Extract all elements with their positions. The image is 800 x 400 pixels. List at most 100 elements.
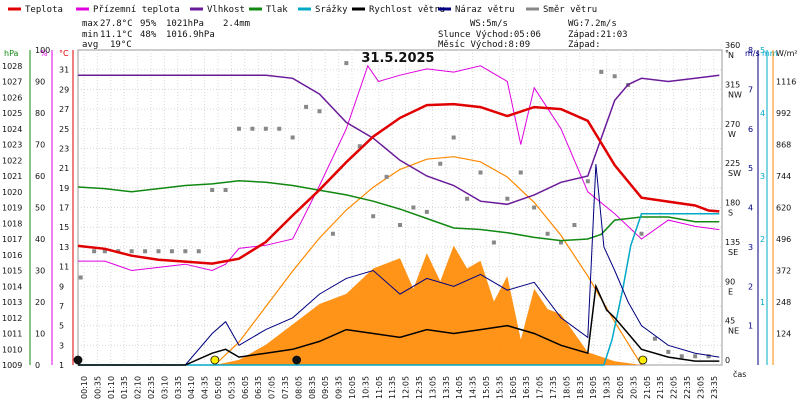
x-tick-label: 00:10: [80, 376, 89, 399]
y-tick-wm2: 744: [776, 172, 791, 181]
y-tick-hpa: 1014: [2, 282, 22, 291]
y-tick-ms: 6: [748, 125, 753, 134]
x-tick-label: 17:35: [549, 376, 558, 399]
legend-label: Náraz větru: [455, 5, 515, 15]
y-tick-hpa: 1024: [2, 125, 22, 134]
stats-block: max 27.8°C 95% 1021hPa 2.4mm min 11.1°C …: [82, 19, 628, 50]
x-tick-label: 16:35: [522, 376, 531, 399]
y-tick-dir: 180: [725, 199, 740, 208]
wind-dir-point: [183, 249, 188, 254]
wind-dir-point: [210, 188, 215, 192]
y-tick-degc: 1: [59, 361, 64, 370]
x-tick-label: 19:05: [589, 376, 598, 399]
wind-dir-point: [532, 205, 537, 210]
wind-dir-point: [411, 205, 416, 210]
y-tick-hpa: 1010: [2, 345, 22, 354]
chart-title: 31.5.2025: [361, 51, 434, 66]
sunrise-marker: [210, 355, 220, 365]
x-tick-label: 08:35: [308, 376, 317, 399]
x-tick-label: 04:35: [201, 376, 210, 399]
wind-dir-point: [465, 196, 470, 201]
x-tick-label: 23:05: [696, 376, 705, 399]
wind-dir-point: [585, 179, 590, 184]
axes: 00:10 00:35 01:10 01:35 02:10 02:35 03:10 03:35…: [2, 41, 798, 399]
wind-dir-point: [559, 240, 563, 245]
wind-dir-point: [478, 170, 483, 175]
y-tick-ms: 2: [748, 282, 753, 291]
wind-dir-point: [196, 249, 201, 254]
y-tick-hpa: 1011: [2, 330, 22, 339]
legend-label: Vlhkost: [207, 5, 245, 15]
stat-avg-label: avg: [82, 40, 98, 50]
wind-dir-point: [223, 188, 228, 192]
stat-max-rain: 2.4mm: [223, 19, 250, 29]
y-tick-pct: 70: [35, 141, 45, 150]
y-tick-dir-label: SE: [728, 248, 738, 257]
x-tick-label: 22:05: [670, 376, 679, 399]
axis-unit-hpa: hPa: [4, 49, 19, 58]
y-tick-hpa: 1009: [2, 361, 22, 370]
wind-dir-point: [679, 354, 684, 359]
axis-unit-degc: °C: [59, 49, 69, 58]
y-tick-degc: 31: [59, 66, 69, 75]
wind-dir-point: [344, 61, 349, 66]
y-tick-wm2: 1116: [776, 78, 796, 87]
wind-dir-point: [505, 196, 510, 201]
x-tick-label: 02:10: [134, 376, 143, 399]
y-tick-wm2: 868: [776, 141, 791, 150]
x-tick-label: 01:35: [120, 376, 129, 399]
y-tick-dir: 360: [725, 41, 740, 50]
y-tick-hpa: 1025: [2, 109, 22, 118]
x-tick-label: 06:05: [241, 376, 250, 399]
y-tick-dir: 135: [725, 238, 740, 247]
wind-dir-point: [572, 223, 577, 227]
y-tick-degc: 13: [59, 243, 69, 252]
y-tick-degc: 27: [59, 105, 69, 114]
x-tick-label: 14:05: [455, 376, 464, 399]
x-tick-label: 13:35: [442, 376, 451, 399]
x-tick-label: 20:35: [629, 376, 638, 399]
y-tick-dir: 0: [725, 356, 730, 365]
x-tick-label: 19:35: [603, 376, 612, 399]
wind-dir-point: [237, 126, 241, 131]
y-tick-degc: 29: [59, 85, 69, 94]
x-tick-label: 15:05: [482, 376, 491, 399]
y-tick-pct: 20: [35, 298, 45, 307]
wind-dir-point: [102, 249, 107, 254]
x-tick-label: 04:10: [187, 376, 196, 399]
x-tick-label: 11:05: [375, 376, 384, 399]
y-tick-degc: 9: [59, 282, 64, 291]
y-tick-pct: 80: [35, 109, 45, 118]
wind-dir-point: [612, 74, 617, 79]
wind-dir-point: [250, 126, 255, 131]
humidity-line: [78, 74, 720, 206]
x-tick-label: 09:35: [335, 376, 344, 399]
y-tick-wm2: 992: [776, 109, 791, 118]
x-tick-label: 21:35: [656, 376, 665, 399]
stat-sunrise: Slunce Východ:05:06: [438, 30, 541, 40]
x-tick-label: 13:05: [428, 376, 437, 399]
y-tick-hpa: 1012: [2, 314, 22, 323]
sunset-marker: [638, 355, 648, 365]
wind-speed-line: [78, 283, 720, 366]
x-tick-label: 03:10: [160, 376, 169, 399]
y-tick-dir-label: W: [728, 130, 736, 139]
wind-dir-point: [317, 109, 322, 114]
y-tick-ms: 7: [748, 85, 753, 94]
rain-line: [78, 213, 720, 366]
stat-max-press: 1021hPa: [166, 19, 204, 29]
stat-ws: WS:5m/s: [470, 19, 508, 29]
pressure-line: [77, 179, 720, 242]
wind-dir-point: [263, 126, 268, 131]
wind-dir-point: [706, 354, 711, 359]
x-tick-label: 22:35: [683, 376, 692, 399]
wind-dir-point: [371, 214, 376, 219]
y-tick-degc: 23: [59, 144, 69, 153]
y-tick-hpa: 1018: [2, 219, 22, 228]
y-tick-hpa: 1020: [2, 188, 22, 197]
legend-label: Teplota: [25, 5, 63, 15]
midnight-moon-marker: [73, 355, 83, 365]
x-tick-label: 08:05: [294, 376, 303, 399]
wind-dir-point: [169, 249, 174, 254]
x-tick-label: 12:35: [415, 376, 424, 399]
